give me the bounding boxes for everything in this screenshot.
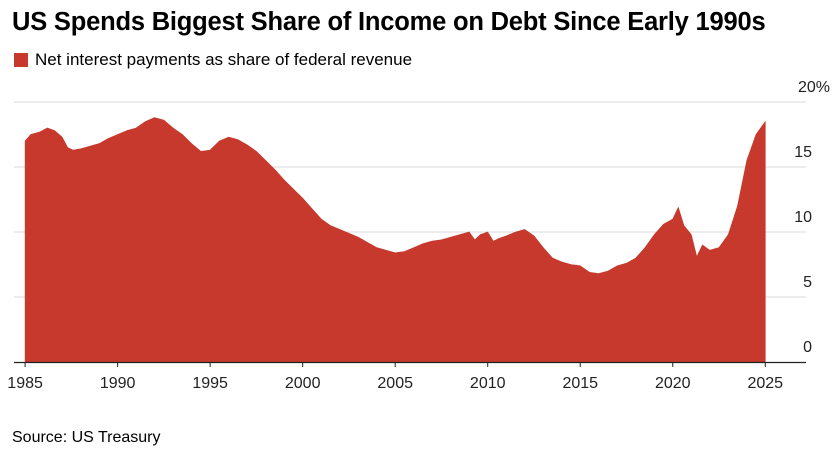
series-area [24, 117, 766, 363]
y-tick-label-10: 10 [794, 209, 812, 226]
x-axis: 1985 1990 1995 2000 2005 2010 2015 2020 2025 [7, 361, 806, 392]
y-tick-label-5: 5 [803, 274, 812, 291]
legend-label: Net interest payments as share of federa… [35, 50, 413, 69]
y-axis: 0 5 10 15 20% [794, 79, 830, 356]
y-tick-label-20: 20% [798, 79, 830, 96]
x-tick-label-1985: 1985 [7, 375, 43, 392]
x-tick-label-2015: 2015 [562, 375, 598, 392]
x-tick-label-2005: 2005 [377, 375, 413, 392]
x-tick-label-1990: 1990 [100, 375, 136, 392]
y-tick-label-15: 15 [794, 144, 812, 161]
legend: Net interest payments as share of federa… [14, 50, 412, 70]
x-tick-label-2020: 2020 [655, 375, 691, 392]
x-tick-label-1995: 1995 [192, 375, 228, 392]
y-tick-label-0: 0 [803, 339, 812, 356]
x-tick-label-2025: 2025 [747, 375, 783, 392]
x-tick-label-2000: 2000 [285, 375, 321, 392]
legend-swatch [14, 53, 28, 67]
source-note: Source: US Treasury [12, 429, 161, 446]
x-tick-label-2010: 2010 [470, 375, 506, 392]
chart-title: US Spends Biggest Share of Income on Deb… [12, 8, 766, 36]
area-layer [24, 117, 766, 363]
